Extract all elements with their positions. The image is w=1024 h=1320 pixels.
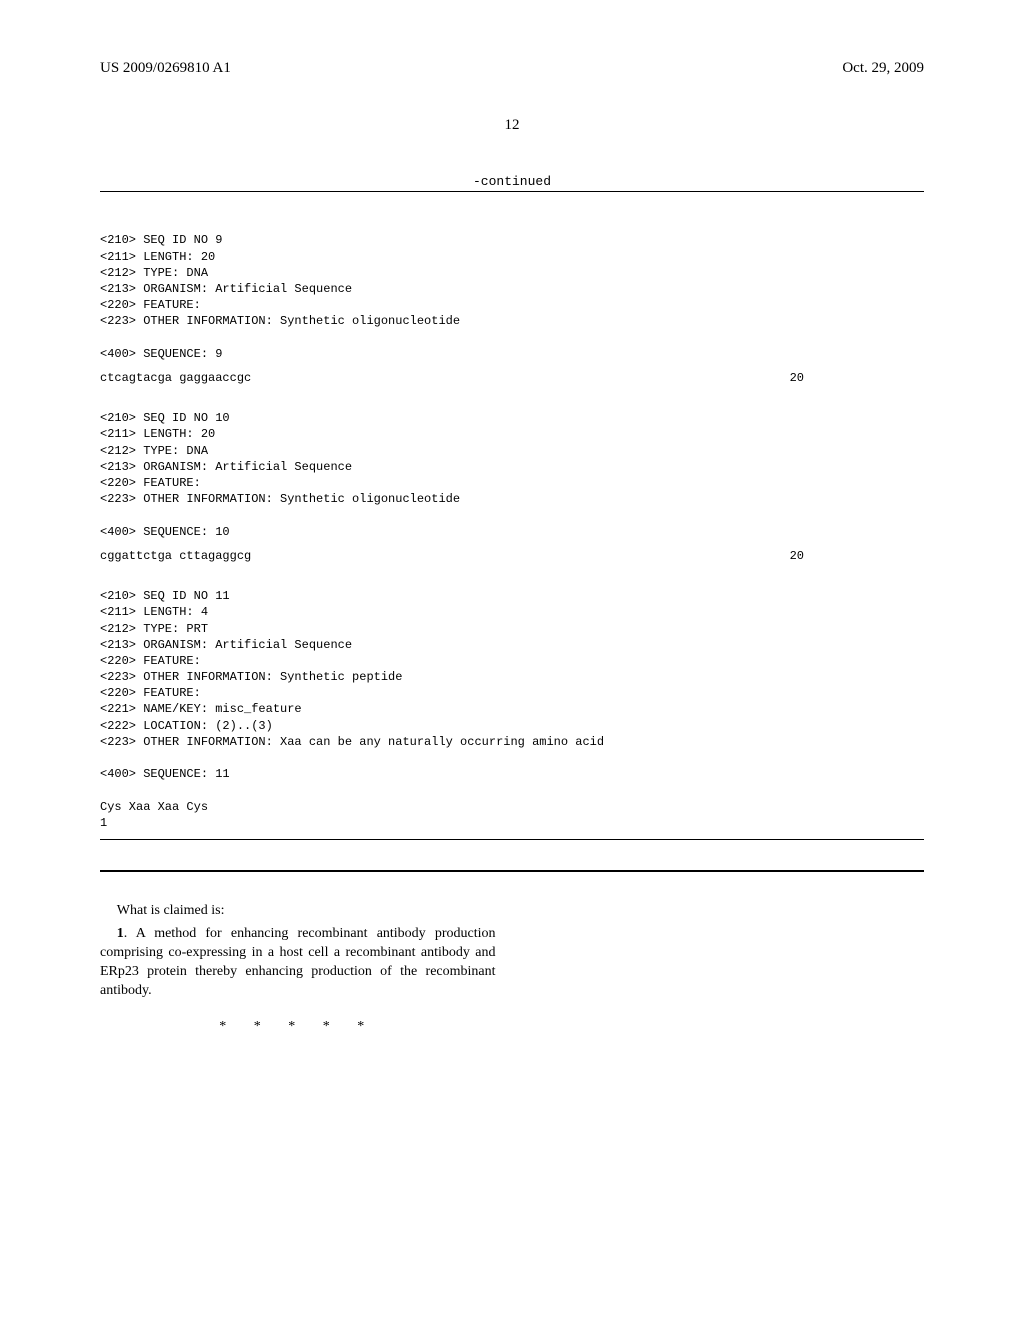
publication-number: US 2009/0269810 A1 <box>100 60 231 77</box>
sequence-string: ctcagtacga gaggaaccgc <box>100 370 251 386</box>
sequence-string: cggattctga cttagaggcg <box>100 548 251 564</box>
claim-item: 1. A method for enhancing recombinant an… <box>100 925 496 1001</box>
sequence-length-count: 20 <box>790 370 924 386</box>
sequence-metadata: <210> SEQ ID NO 11 <211> LENGTH: 4 <212>… <box>100 588 924 831</box>
divider <box>100 870 924 872</box>
claims-section: What is claimed is: 1. A method for enha… <box>100 902 496 1000</box>
sequence-data-row: ctcagtacga gaggaaccgc 20 <box>100 370 924 386</box>
page-number: 12 <box>100 117 924 134</box>
page-header: US 2009/0269810 A1 Oct. 29, 2009 <box>100 60 924 77</box>
continued-label: -continued <box>100 174 924 189</box>
sequence-metadata: <210> SEQ ID NO 10 <211> LENGTH: 20 <212… <box>100 410 924 540</box>
sequence-data-row: cggattctga cttagaggcg 20 <box>100 548 924 564</box>
end-of-document-marks: * * * * * <box>100 1019 496 1035</box>
sequence-listing: <210> SEQ ID NO 9 <211> LENGTH: 20 <212>… <box>100 191 924 872</box>
sequence-entry: <210> SEQ ID NO 11 <211> LENGTH: 4 <212>… <box>100 588 924 831</box>
claim-text: . A method for enhancing recombinant ant… <box>100 926 496 998</box>
claims-lead: What is claimed is: <box>100 902 496 921</box>
sequence-metadata: <210> SEQ ID NO 9 <211> LENGTH: 20 <212>… <box>100 232 924 362</box>
publication-date: Oct. 29, 2009 <box>842 60 924 77</box>
sequence-entry: <210> SEQ ID NO 9 <211> LENGTH: 20 <212>… <box>100 232 924 402</box>
sequence-entry: <210> SEQ ID NO 10 <211> LENGTH: 20 <212… <box>100 410 924 580</box>
sequence-length-count: 20 <box>790 548 924 564</box>
divider <box>100 839 924 840</box>
claim-number: 1 <box>117 926 124 941</box>
